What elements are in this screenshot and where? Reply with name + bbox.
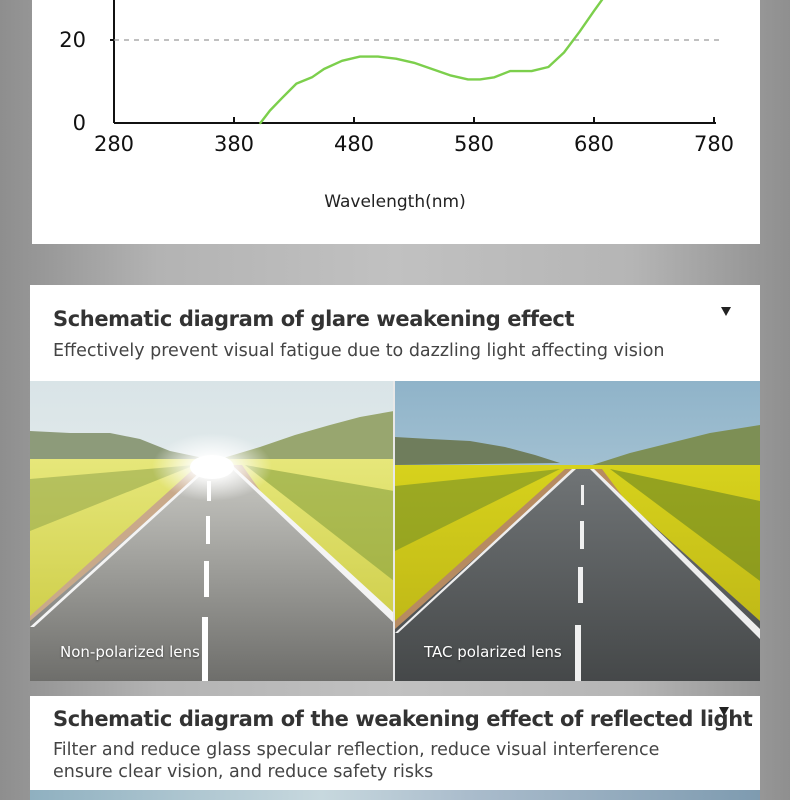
- glare-section-header: Schematic diagram of glare weakening eff…: [30, 285, 760, 381]
- transmittance-chart-card: 20 0 280 380 480 580 680 780 Wavelength(nm): [32, 0, 760, 244]
- x-tick-label-380: 380: [214, 132, 254, 156]
- reflection-section-subtitle: Filter and reduce glass specular reflect…: [53, 739, 659, 783]
- transmittance-chart: 20 0 280 380 480 580 680 780 Wavelength(nm): [59, 0, 734, 212]
- y-tick-label-0: 0: [73, 111, 86, 135]
- polarized-scene: [395, 381, 760, 681]
- collapse-arrow-icon[interactable]: [721, 307, 731, 316]
- x-axis-label: Wavelength(nm): [324, 192, 465, 212]
- x-tick-label-280: 280: [94, 132, 134, 156]
- next-image-preview: [30, 790, 760, 800]
- x-tick-label-480: 480: [334, 132, 374, 156]
- polarized-label: TAC polarized lens: [424, 643, 562, 661]
- glare-section-title: Schematic diagram of glare weakening eff…: [53, 307, 575, 331]
- non-polarized-scene: [30, 381, 394, 681]
- reflection-section-title: Schematic diagram of the weakening effec…: [53, 707, 753, 731]
- glare-section-subtitle: Effectively prevent visual fatigue due t…: [53, 341, 665, 361]
- non-polarized-label: Non-polarized lens: [60, 643, 200, 661]
- glare-comparison-image: Non-polarized lens TAC polarized lens: [30, 381, 760, 681]
- reflection-subtitle-line-2: ensure clear vision, and reduce safety r…: [53, 762, 434, 782]
- reflection-section-header: Schematic diagram of the weakening effec…: [30, 696, 760, 800]
- x-tick-label-580: 580: [454, 132, 494, 156]
- x-tick-label-680: 680: [574, 132, 614, 156]
- y-tick-label-20: 20: [59, 28, 86, 52]
- x-tick-label-780: 780: [694, 132, 734, 156]
- reflection-subtitle-line-1: Filter and reduce glass specular reflect…: [53, 740, 660, 760]
- collapse-arrow-icon[interactable]: [719, 707, 729, 716]
- series-line-0: [259, 0, 604, 125]
